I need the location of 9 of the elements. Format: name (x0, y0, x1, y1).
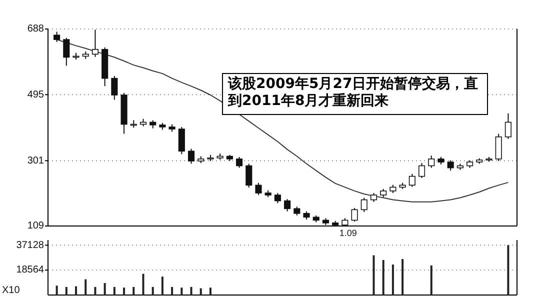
tick: 109 (27, 220, 44, 232)
tick: 301 (27, 155, 44, 166)
tick: 37128 (16, 240, 44, 251)
tick: 18564 (16, 264, 44, 276)
annotation: 1.09 (339, 228, 357, 238)
tick: 688 (27, 24, 44, 35)
annotation: 该股2009年5月27日开始暂停交易，直到2011年8月才重新回来 (222, 73, 488, 115)
annotation: X10 (2, 285, 20, 296)
tick: 495 (27, 89, 44, 100)
